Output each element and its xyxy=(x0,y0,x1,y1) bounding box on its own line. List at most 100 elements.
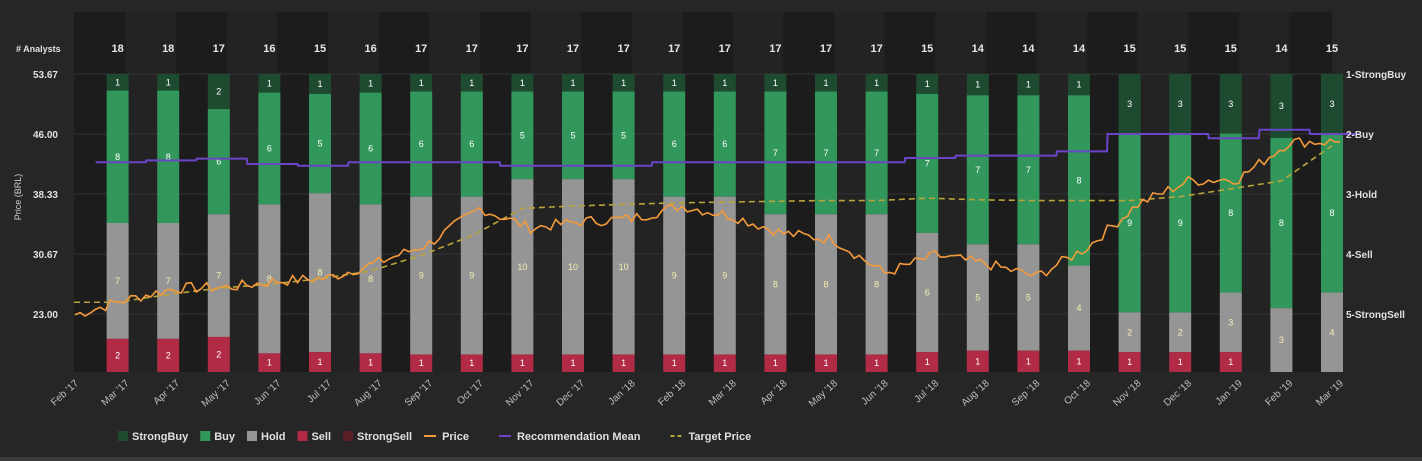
bar-value-label: 1 xyxy=(672,78,677,88)
bar-hold xyxy=(1219,292,1242,353)
bar-buy xyxy=(1270,137,1293,309)
analyst-count: 18 xyxy=(111,43,123,55)
bar-sell xyxy=(1118,352,1141,372)
bar-value-label: 1 xyxy=(267,358,272,368)
bar-value-label: 5 xyxy=(975,293,980,303)
bar-buy xyxy=(460,91,483,197)
bar-hold xyxy=(612,179,635,355)
bar-value-label: 5 xyxy=(520,130,525,140)
legend-label: StrongSell xyxy=(357,431,412,443)
bottom-bar xyxy=(0,457,1422,461)
bar-value-label: 6 xyxy=(368,144,373,154)
bar-value-label: 7 xyxy=(216,271,221,281)
bar-value-label: 8 xyxy=(1076,175,1081,185)
bar-sell xyxy=(1219,352,1242,372)
bar-value-label: 7 xyxy=(1026,165,1031,175)
bar-buy xyxy=(1169,133,1192,313)
recommendation-tick-label: 1-StrongBuy xyxy=(1346,70,1406,81)
bar-value-label: 8 xyxy=(115,152,120,162)
bar-value-label: 1 xyxy=(166,77,171,87)
analyst-count: 15 xyxy=(921,43,933,55)
bar-hold xyxy=(1169,312,1192,353)
bar-value-label: 8 xyxy=(1329,208,1334,218)
bar-sell xyxy=(916,352,939,372)
y-tick-label: 23.00 xyxy=(33,310,58,321)
bar-strongbuy xyxy=(966,74,989,96)
bar-value-label: 1 xyxy=(520,78,525,88)
bar-value-label: 6 xyxy=(722,139,727,149)
bar-value-label: 1 xyxy=(874,78,879,88)
analyst-count: 17 xyxy=(617,43,629,55)
bar-strongbuy xyxy=(865,74,888,92)
bar-sell xyxy=(460,354,483,372)
bar-hold xyxy=(157,223,180,339)
bar-value-label: 3 xyxy=(1127,99,1132,109)
bar-value-label: 1 xyxy=(570,78,575,88)
bar-buy xyxy=(1068,95,1090,266)
legend-swatch-hold xyxy=(247,431,258,441)
analyst-count: 16 xyxy=(364,43,376,55)
bar-sell xyxy=(309,352,331,372)
legend-label: Recommendation Mean xyxy=(517,431,641,443)
bar-value-label: 3 xyxy=(1279,101,1284,111)
bar-value-label: 6 xyxy=(469,139,474,149)
bar-value-label: 9 xyxy=(672,271,677,281)
analyst-count: 15 xyxy=(1326,43,1338,55)
bar-buy xyxy=(359,92,382,205)
bar-buy xyxy=(865,91,888,215)
bar-value-label: 1 xyxy=(1228,357,1233,367)
bar-strongbuy xyxy=(309,74,331,94)
bar-strongbuy xyxy=(612,74,635,92)
recommendation-mean-line xyxy=(95,128,1360,167)
bar-value-label: 5 xyxy=(1026,293,1031,303)
legend-label: StrongBuy xyxy=(132,431,189,443)
bar-value-label: 1 xyxy=(823,358,828,368)
bar-sell xyxy=(511,354,534,372)
analyst-count: 14 xyxy=(1022,43,1035,55)
rating-bars: 1872181872182672171681161581151681161691… xyxy=(106,43,1343,372)
analyst-count: 15 xyxy=(314,43,326,55)
bar-value-label: 6 xyxy=(216,157,221,167)
analyst-count: 15 xyxy=(1225,43,1237,55)
bar-value-label: 9 xyxy=(722,271,727,281)
bar-value-label: 1 xyxy=(368,358,373,368)
bar-value-label: 5 xyxy=(570,130,575,140)
bar-hold xyxy=(1068,265,1090,351)
bar-value-label: 1 xyxy=(419,358,424,368)
bar-buy xyxy=(207,109,230,215)
bar-value-label: 4 xyxy=(1076,303,1081,313)
bar-strongbuy xyxy=(1321,74,1343,134)
bar-value-label: 1 xyxy=(823,78,828,88)
bar-value-label: 2 xyxy=(1127,327,1132,337)
line-series xyxy=(74,128,1360,317)
analyst-count: 17 xyxy=(719,43,731,55)
analyst-count: 17 xyxy=(769,43,781,55)
bar-value-label: 8 xyxy=(773,279,778,289)
y-tick-label: 53.67 xyxy=(33,70,58,81)
bar-buy xyxy=(663,91,686,197)
bar-sell xyxy=(663,354,686,372)
recommendation-tick-label: 2-Buy xyxy=(1346,130,1374,141)
bar-sell xyxy=(865,354,888,372)
bar-buy xyxy=(1321,133,1343,293)
bar-value-label: 1 xyxy=(773,358,778,368)
analyst-count: 14 xyxy=(972,43,985,55)
bar-value-label: 1 xyxy=(975,80,980,90)
analyst-count: 14 xyxy=(1275,43,1288,55)
bar-buy xyxy=(966,95,989,245)
bar-buy xyxy=(815,91,837,215)
bar-strongbuy xyxy=(1017,74,1040,96)
bar-value-label: 10 xyxy=(568,262,578,272)
bar-value-label: 7 xyxy=(823,148,828,158)
bar-strongbuy xyxy=(764,74,787,92)
bar-buy xyxy=(258,92,281,205)
analysts-label: # Analysts xyxy=(16,44,61,54)
bar-value-label: 1 xyxy=(317,79,322,89)
bar-value-label: 1 xyxy=(1127,357,1132,367)
bar-value-label: 2 xyxy=(216,349,221,359)
analyst-count: 17 xyxy=(820,43,832,55)
bar-sell xyxy=(966,350,989,372)
bar-value-label: 1 xyxy=(925,79,930,89)
bar-value-label: 1 xyxy=(469,78,474,88)
